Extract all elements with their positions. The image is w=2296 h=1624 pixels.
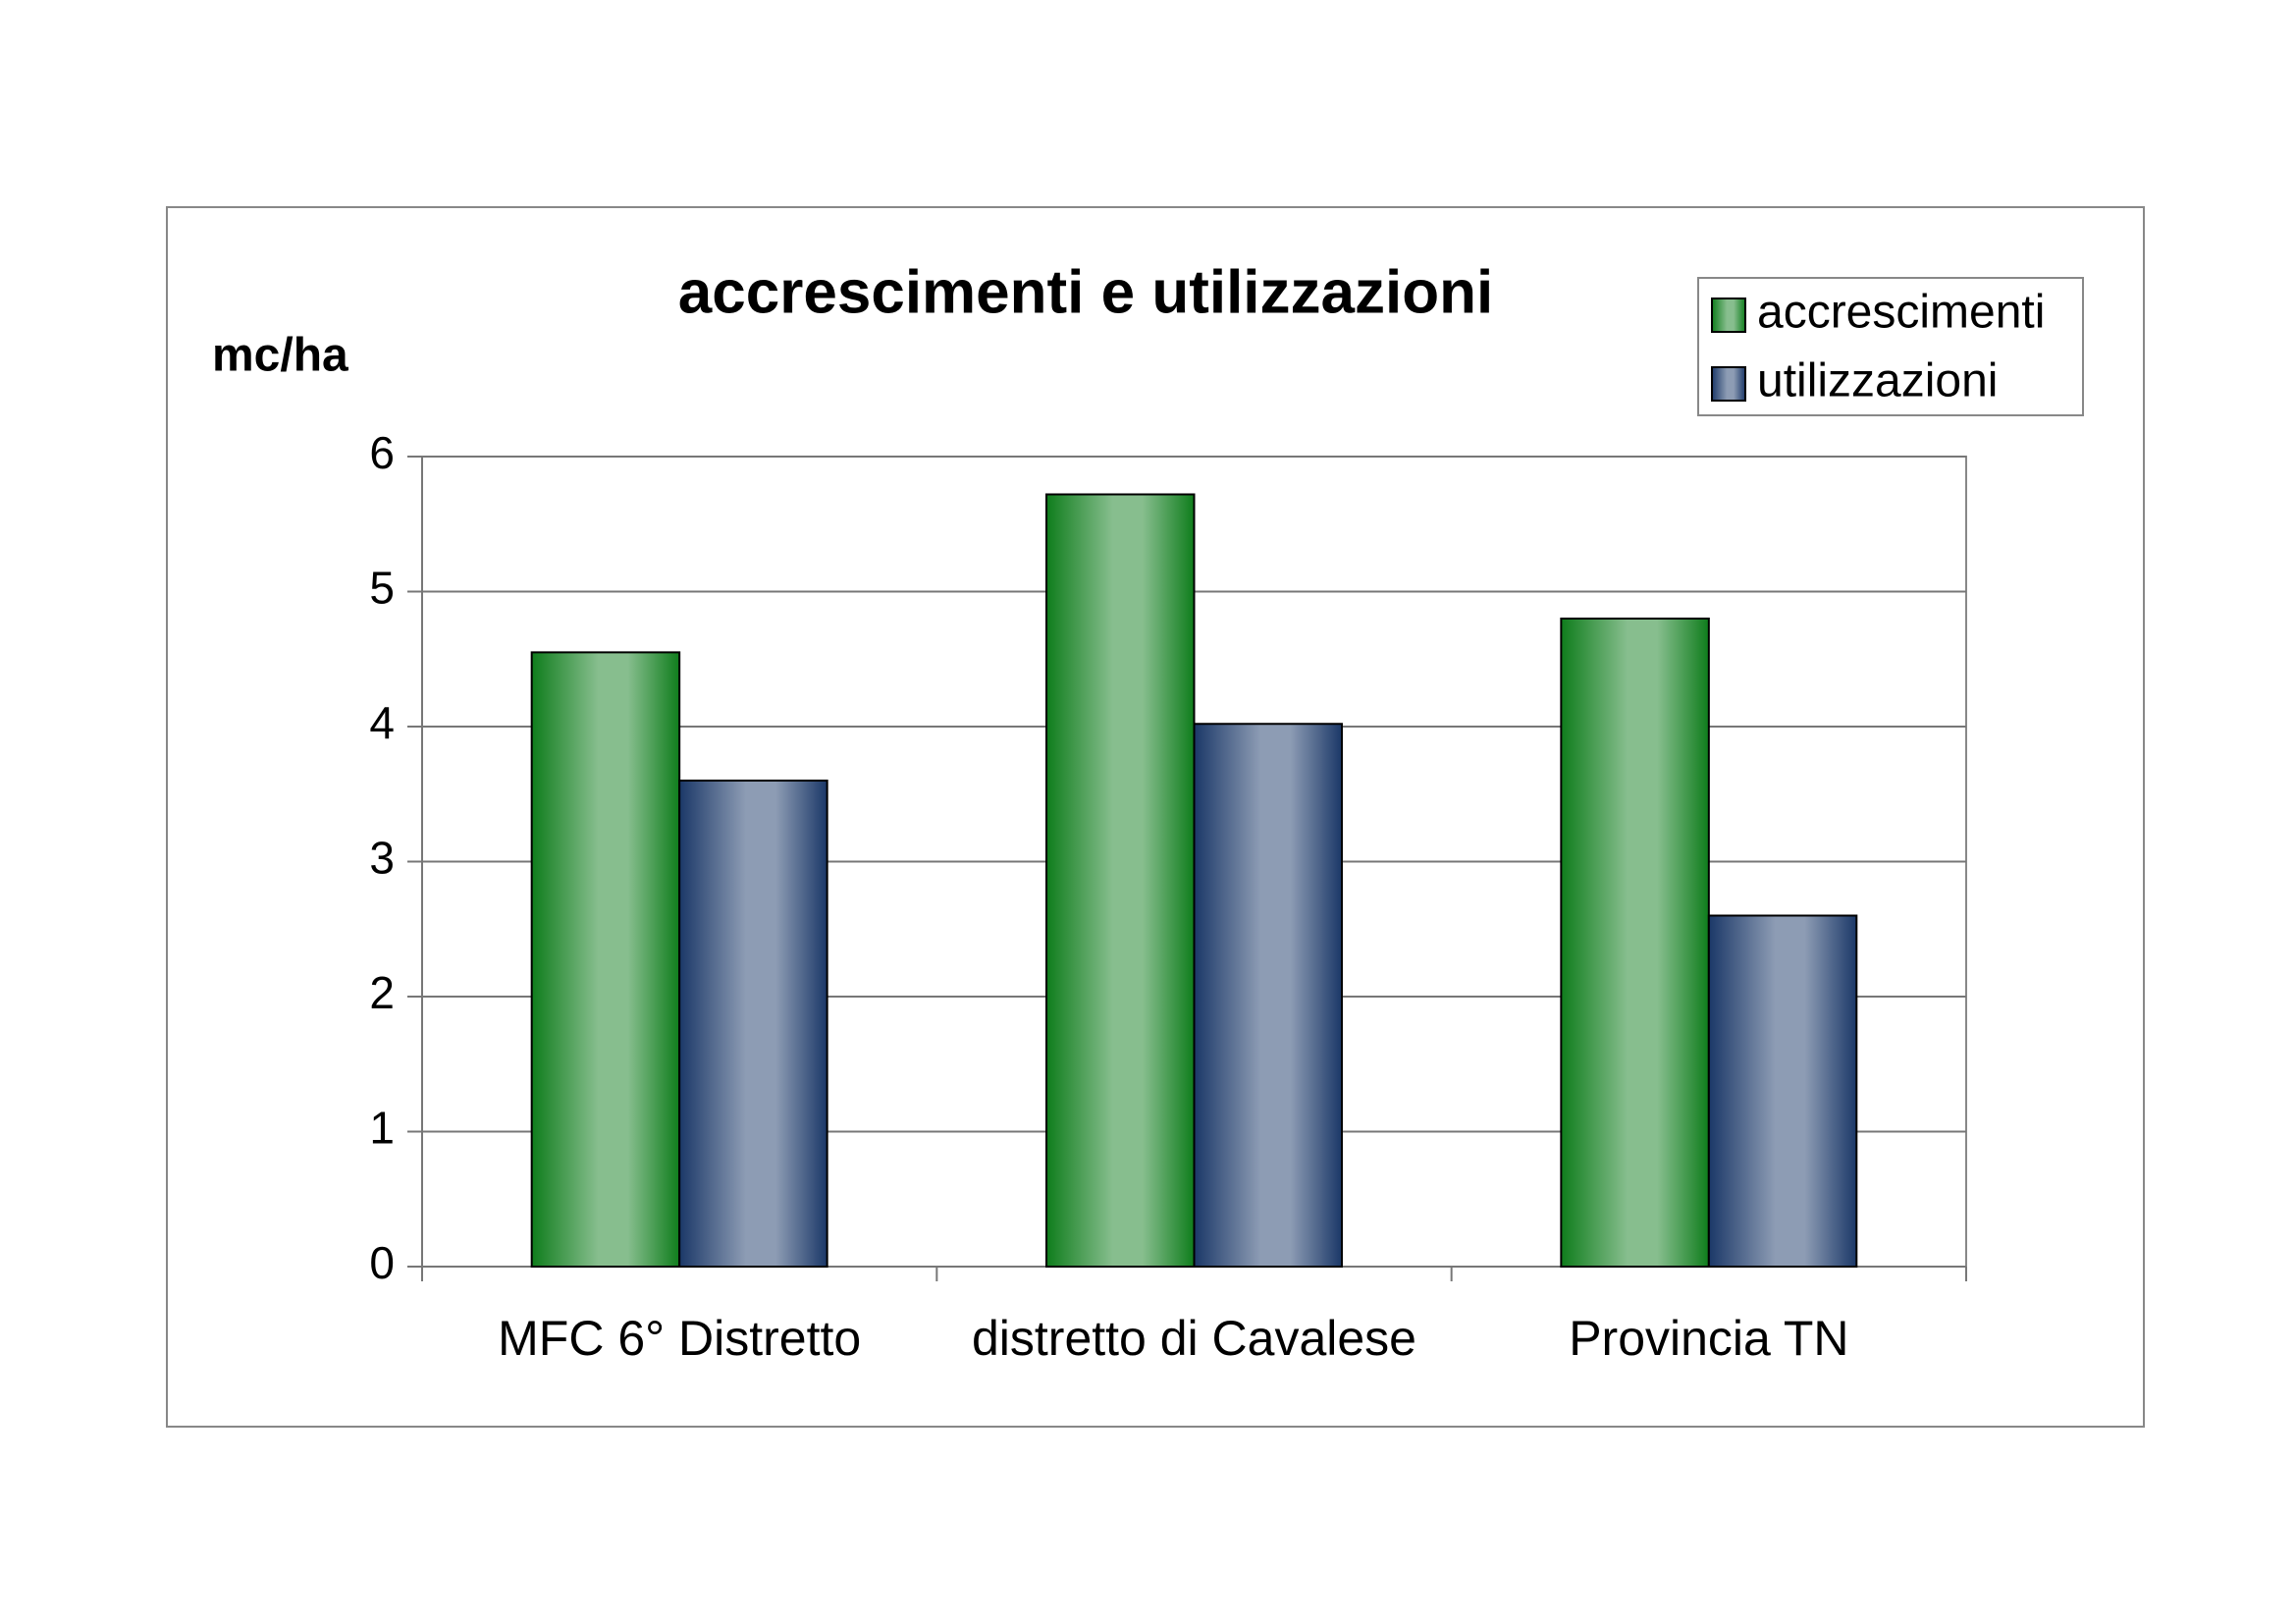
bar	[678, 780, 828, 1268]
y-tick-label: 0	[369, 1237, 395, 1288]
y-tick-label: 4	[369, 697, 395, 748]
bar	[1045, 493, 1196, 1268]
legend-box	[1697, 277, 2084, 416]
bar	[1707, 914, 1858, 1268]
bar	[1560, 618, 1710, 1268]
x-tick-label: MFC 6° Distretto	[498, 1311, 861, 1366]
y-tick-label: 3	[369, 833, 395, 884]
y-tick-label: 5	[369, 563, 395, 614]
y-axis-label: mc/ha	[212, 330, 348, 382]
legend-label: utilizzazioni	[1757, 355, 1998, 407]
y-tick-label: 2	[369, 967, 395, 1018]
legend-swatch	[1711, 298, 1746, 333]
y-tick-label: 6	[369, 427, 395, 478]
x-tick-label: distretto di Cavalese	[972, 1311, 1416, 1366]
chart-title: accrescimenti e utilizzazioni	[678, 258, 1493, 326]
bar	[1193, 723, 1343, 1268]
bar	[530, 651, 681, 1268]
legend-swatch	[1711, 366, 1746, 402]
legend-label: accrescimenti	[1757, 287, 2045, 339]
x-tick-label: Provincia TN	[1569, 1311, 1848, 1366]
y-tick-label: 1	[369, 1103, 395, 1154]
